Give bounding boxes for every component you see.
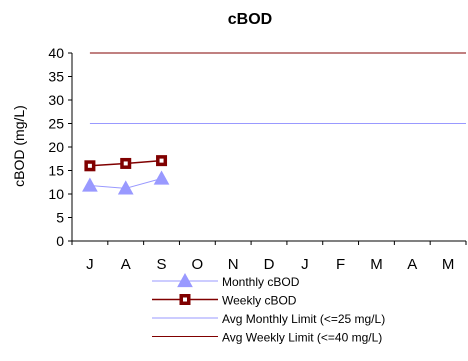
data-point xyxy=(117,180,134,195)
y-tick-label: 10 xyxy=(48,186,64,202)
x-tick-label: A xyxy=(121,256,131,273)
plot-area: 0 5 10 15 20 25 30 35 40 J A S O N D J F M A M xyxy=(48,45,467,273)
data-point xyxy=(82,177,98,192)
x-tick-label: J xyxy=(301,256,309,273)
y-tick-label: 25 xyxy=(48,116,64,132)
legend-label: Weekly cBOD xyxy=(222,294,297,308)
data-point-center xyxy=(159,158,164,163)
y-tick-label: 40 xyxy=(48,45,64,61)
y-tick-label: 20 xyxy=(48,139,64,155)
x-tick-label: M xyxy=(370,256,383,273)
x-tick-label: S xyxy=(157,256,167,273)
y-tick-label: 30 xyxy=(48,92,64,108)
data-point xyxy=(153,170,170,185)
x-tick-label: D xyxy=(264,256,275,273)
x-tick-label: A xyxy=(407,256,417,273)
x-tick-label: M xyxy=(442,256,455,273)
data-point-center xyxy=(123,161,128,166)
legend-marker xyxy=(177,272,193,288)
chart-title: cBOD xyxy=(228,11,272,28)
x-tick-label: J xyxy=(86,256,94,273)
y-tick-label: 35 xyxy=(48,69,64,85)
y-axis-label: cBOD (mg/L) xyxy=(11,105,27,187)
y-tick-label: 0 xyxy=(56,233,64,249)
legend-marker-center xyxy=(183,297,187,302)
legend-label: Avg Monthly Limit (<=25 mg/L) xyxy=(222,312,385,326)
y-tick-label: 5 xyxy=(56,210,64,226)
x-tick-label: O xyxy=(192,256,204,273)
y-tick-label: 15 xyxy=(48,163,64,179)
data-point-center xyxy=(87,163,92,168)
legend-label: Avg Weekly Limit (<=40 mg/L) xyxy=(222,331,382,345)
legend: Monthly cBOD Weekly cBOD Avg Monthly Limit… xyxy=(152,272,385,345)
x-tick-label: N xyxy=(228,256,239,273)
x-tick-label: F xyxy=(336,256,345,273)
legend-label: Monthly cBOD xyxy=(222,275,300,289)
